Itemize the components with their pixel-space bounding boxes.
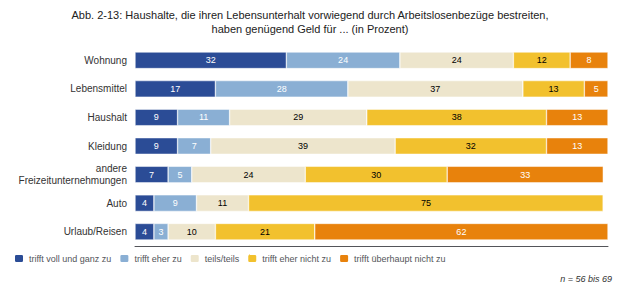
svg-text:Abb. 2-13: Haushalte, die ihre: Abb. 2-13: Haushalte, die ihren Lebensun… bbox=[72, 9, 549, 21]
svg-text:trifft eher zu: trifft eher zu bbox=[134, 254, 181, 264]
svg-text:4: 4 bbox=[142, 227, 147, 237]
svg-text:5: 5 bbox=[594, 84, 599, 94]
svg-text:17: 17 bbox=[170, 84, 180, 94]
svg-text:30: 30 bbox=[371, 170, 381, 180]
svg-text:32: 32 bbox=[206, 55, 216, 65]
svg-text:28: 28 bbox=[277, 84, 287, 94]
svg-text:24: 24 bbox=[338, 55, 348, 65]
svg-text:4: 4 bbox=[142, 198, 147, 208]
svg-text:Urlaub/Reisen: Urlaub/Reisen bbox=[64, 226, 127, 237]
svg-text:haben genügend Geld für ... (i: haben genügend Geld für ... (in Prozent) bbox=[212, 23, 409, 35]
svg-text:24: 24 bbox=[452, 55, 462, 65]
svg-text:39: 39 bbox=[298, 141, 308, 151]
svg-text:13: 13 bbox=[549, 84, 559, 94]
svg-text:13: 13 bbox=[572, 141, 582, 151]
svg-text:9: 9 bbox=[173, 198, 178, 208]
svg-text:trifft voll und ganz zu: trifft voll und ganz zu bbox=[29, 254, 111, 264]
svg-text:3: 3 bbox=[159, 227, 164, 237]
svg-text:11: 11 bbox=[218, 198, 227, 208]
svg-text:Lebensmittel: Lebensmittel bbox=[70, 83, 127, 94]
svg-text:11: 11 bbox=[199, 112, 208, 122]
svg-text:andere: andere bbox=[96, 163, 128, 174]
svg-text:75: 75 bbox=[421, 198, 431, 208]
svg-text:7: 7 bbox=[149, 170, 154, 180]
svg-text:12: 12 bbox=[537, 55, 547, 65]
svg-text:38: 38 bbox=[452, 112, 462, 122]
svg-text:8: 8 bbox=[587, 55, 592, 65]
svg-text:10: 10 bbox=[187, 227, 197, 237]
svg-text:Wohnung: Wohnung bbox=[84, 55, 127, 66]
svg-text:7: 7 bbox=[192, 141, 197, 151]
svg-text:teils/teils: teils/teils bbox=[205, 254, 240, 264]
svg-text:5: 5 bbox=[177, 170, 182, 180]
svg-text:n = 56 bis 69: n = 56 bis 69 bbox=[560, 274, 612, 284]
svg-text:32: 32 bbox=[466, 141, 476, 151]
svg-text:62: 62 bbox=[456, 227, 466, 237]
svg-text:13: 13 bbox=[572, 112, 582, 122]
svg-text:Freizeitunternehmungen: Freizeitunternehmungen bbox=[19, 175, 127, 186]
svg-text:33: 33 bbox=[520, 170, 530, 180]
svg-text:9: 9 bbox=[154, 112, 159, 122]
svg-text:Haushalt: Haushalt bbox=[88, 112, 128, 123]
svg-text:29: 29 bbox=[293, 112, 303, 122]
svg-text:9: 9 bbox=[154, 141, 159, 151]
svg-text:21: 21 bbox=[260, 227, 270, 237]
svg-text:Kleidung: Kleidung bbox=[88, 141, 127, 152]
svg-text:trifft überhaupt nicht zu: trifft überhaupt nicht zu bbox=[354, 254, 445, 264]
svg-text:Auto: Auto bbox=[106, 198, 127, 209]
svg-text:37: 37 bbox=[430, 84, 440, 94]
svg-text:24: 24 bbox=[244, 170, 254, 180]
svg-text:trifft eher nicht zu: trifft eher nicht zu bbox=[262, 254, 331, 264]
